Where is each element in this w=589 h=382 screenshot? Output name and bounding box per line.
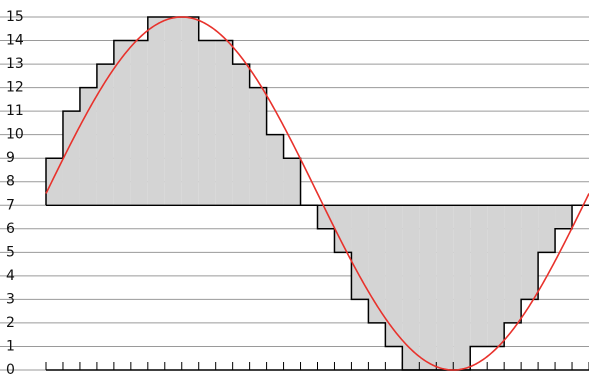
quantized-bar-0 [46, 158, 63, 206]
quantized-bar-6 [147, 17, 165, 206]
y-tick-label-0: 0 [6, 362, 15, 378]
quantized-bar-11 [232, 64, 250, 206]
quantized-bar-2 [79, 87, 97, 206]
y-tick-label-15: 15 [6, 9, 24, 25]
y-tick-label-4: 4 [6, 268, 15, 284]
y-tick-label-12: 12 [6, 80, 24, 96]
quantized-bar-22 [419, 205, 437, 370]
y-tick-label-3: 3 [6, 291, 15, 307]
quantized-bar-19 [368, 205, 386, 323]
y-tick-label-2: 2 [6, 315, 15, 331]
quantized-bar-18 [351, 205, 369, 300]
quantized-step-series [45, 16, 589, 371]
y-tick-label-8: 8 [6, 174, 15, 190]
quantized-bar-12 [249, 87, 267, 206]
quantized-bar-8 [181, 17, 199, 206]
quantized-bar-21 [402, 205, 420, 370]
quantized-bar-23 [436, 205, 454, 370]
y-tick-label-1: 1 [6, 338, 15, 354]
quantized-bar-20 [385, 205, 403, 347]
quantized-bar-25 [470, 205, 488, 347]
quantized-bar-30 [555, 205, 573, 229]
quantized-bar-13 [266, 134, 284, 206]
y-tick-label-9: 9 [6, 150, 15, 166]
quantized-bar-4 [113, 40, 131, 206]
y-tick-label-6: 6 [6, 221, 15, 237]
quantized-bar-16 [317, 205, 335, 229]
quantized-bar-7 [164, 17, 182, 206]
quantized-bar-24 [453, 205, 471, 370]
y-tick-label-5: 5 [6, 244, 15, 260]
x-axis [45, 362, 589, 371]
quantized-bar-14 [283, 158, 301, 206]
step-outline [45, 16, 589, 371]
quantized-bar-28 [521, 205, 539, 300]
y-tick-label-14: 14 [6, 33, 24, 49]
quantized-bar-17 [334, 205, 352, 253]
y-tick-label-7: 7 [6, 197, 15, 213]
y-tick-label-11: 11 [6, 103, 24, 119]
quantized-bar-9 [198, 40, 216, 206]
quantized-bar-3 [96, 64, 114, 206]
analog-sine-series [45, 16, 589, 371]
quantized-bar-27 [504, 205, 522, 323]
sine-curve [45, 16, 589, 371]
quantized-bar-1 [62, 111, 80, 206]
quantized-bar-26 [487, 205, 505, 347]
quantized-bar-5 [130, 40, 148, 206]
quantized-bar-29 [538, 205, 556, 253]
quantized-fill [46, 17, 573, 370]
quantized-bar-10 [215, 40, 233, 206]
y-tick-label-10: 10 [6, 127, 24, 143]
y-tick-label-13: 13 [6, 56, 24, 72]
